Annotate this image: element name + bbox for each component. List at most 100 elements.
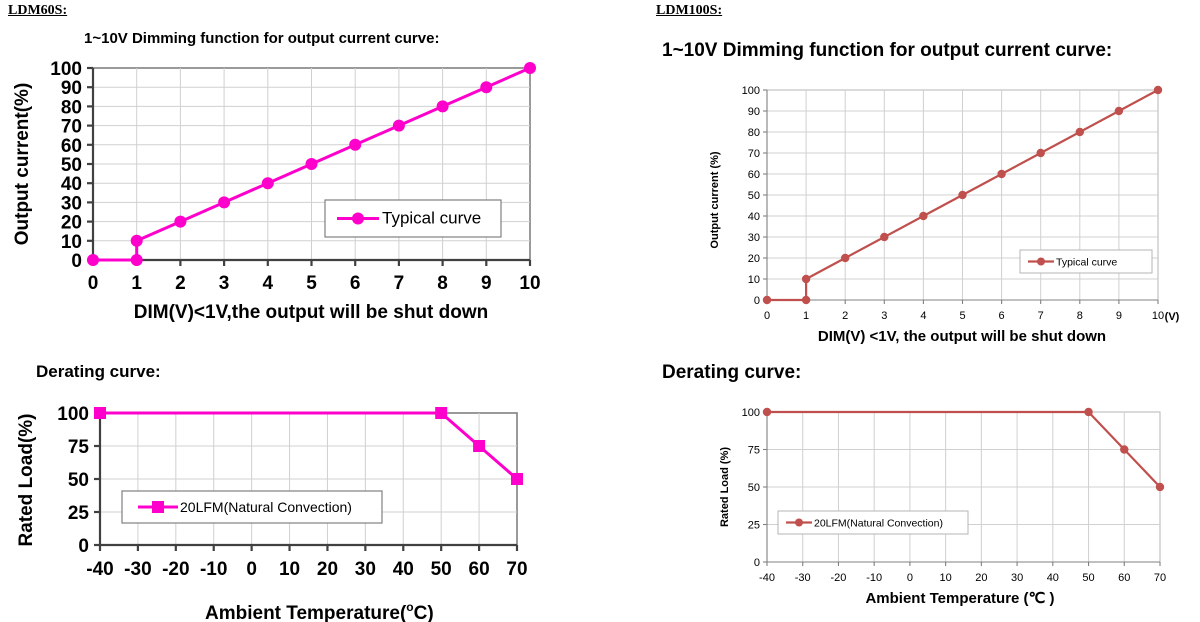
right-dimming-title: 1~10V Dimming function for output curren…: [662, 40, 1113, 61]
data-marker: [1036, 148, 1045, 158]
left-derating-chart: 0 25 50 75 100 -40 -30 -20 -10 0 10 20 30 40 50 60 70 20L…: [16, 404, 528, 622]
legend-label: Typical curve: [382, 209, 481, 228]
data-marker: [392, 119, 405, 132]
x-axis-tick-label: 40: [393, 559, 414, 580]
model-label-ldm60s: LDM60S:: [8, 3, 68, 18]
y-axis-title: Output current(%): [12, 83, 33, 246]
x-axis-tick-label: 0: [907, 572, 913, 584]
x-axis-tick-label: 2: [842, 310, 848, 322]
y-axis-tick-label: 20: [61, 213, 82, 234]
data-line: [765, 410, 1162, 489]
y-axis-tick-label: 40: [748, 211, 760, 223]
x-axis-title: DIM(V)<1V,the output will be shut down: [134, 302, 489, 323]
panel-ldm60s: LDM60S: 1~10V Dimming function for outpu…: [8, 3, 541, 622]
x-axis-tick-label: 0: [88, 273, 99, 294]
data-marker: [511, 473, 523, 485]
y-axis-tick-label: 40: [61, 174, 82, 195]
y-axis-tick-label: 50: [68, 470, 89, 491]
y-axis-title: Rated Load(%): [16, 414, 37, 547]
x-axis-tick-label: 10: [519, 273, 540, 294]
legend-label: 20LFM(Natural Convection): [814, 518, 943, 530]
data-marker: [473, 440, 486, 452]
y-axis-tick-label: 80: [748, 127, 760, 139]
x-axis-tick-label: -40: [759, 572, 775, 584]
data-marker: [130, 234, 143, 247]
x-axis-title: Ambient Temperature (℃ ): [865, 590, 1054, 607]
data-marker: [880, 232, 889, 242]
data-marker: [997, 169, 1006, 179]
x-axis-tick-label: -10: [866, 572, 882, 584]
x-axis-tick-label: 50: [1082, 572, 1094, 584]
data-marker: [801, 274, 811, 284]
x-axis-unit-label: (V): [1165, 311, 1180, 323]
legend-box: [1019, 249, 1153, 274]
x-axis-tick-label: 9: [481, 273, 492, 294]
x-axis-tick-label: -30: [795, 572, 811, 584]
data-marker: [261, 177, 274, 190]
data-marker: [130, 254, 143, 266]
chart-legend: 20LFM(Natural Convection): [777, 510, 969, 535]
x-axis-title-degree: o: [406, 600, 413, 614]
x-axis-title-unit: C): [414, 603, 434, 622]
chart-legend: Typical curve: [324, 199, 502, 238]
x-axis-tick-label: 10: [940, 572, 952, 584]
data-marker: [218, 196, 231, 209]
x-axis-tick-label: 8: [1077, 310, 1083, 322]
x-axis-tick-label: 0: [246, 559, 257, 580]
y-axis-tick-label: 100: [50, 59, 82, 80]
y-axis-tick-label: 70: [748, 148, 760, 160]
left-dimming-title: 1~10V Dimming function for output curren…: [84, 30, 440, 47]
y-axis-tick-label: 100: [742, 407, 760, 419]
chart-legend: 20LFM(Natural Convection): [121, 490, 383, 524]
y-axis-tick-label: 0: [78, 536, 89, 557]
x-axis-tick-label: 6: [999, 310, 1005, 322]
legend-box: [777, 510, 969, 535]
x-axis-tick-label: 30: [355, 559, 376, 580]
x-axis-tick-label: -30: [124, 559, 151, 580]
data-marker: [480, 81, 493, 94]
y-axis-tick-label: 25: [748, 520, 760, 532]
data-marker: [1084, 407, 1093, 417]
data-marker: [1075, 127, 1084, 137]
data-marker: [841, 253, 850, 263]
x-axis-tick-label: -10: [200, 559, 227, 580]
y-axis-title: Output current (%): [709, 151, 721, 248]
x-axis-tick-label: 2: [175, 273, 186, 294]
x-axis-tick-label: 5: [959, 310, 965, 322]
data-marker: [94, 407, 106, 419]
y-axis-tick-label: 60: [61, 136, 82, 157]
x-axis-tick-label: 7: [1038, 310, 1044, 322]
data-marker: [1114, 106, 1124, 116]
x-axis-tick-label: 10: [279, 559, 300, 580]
y-axis-tick-label: 10: [748, 274, 760, 286]
legend-label: 20LFM(Natural Convection): [180, 499, 352, 515]
x-axis-title: DIM(V) <1V, the output will be shut down: [818, 328, 1106, 345]
y-axis-title: Rated Load (%): [719, 447, 731, 527]
y-axis-tick-label: 90: [61, 78, 82, 99]
x-axis-tick-label: -20: [162, 559, 189, 580]
right-derating-title: Derating curve:: [662, 362, 802, 383]
y-axis-tick-label: 0: [754, 295, 760, 307]
x-axis-tick-label: 10: [1152, 310, 1164, 322]
data-marker: [958, 190, 967, 200]
data-marker: [801, 295, 811, 305]
data-marker: [436, 100, 449, 113]
x-axis-tick-label: 1: [803, 310, 809, 322]
right-derating-chart: 0 25 50 75 100 -40 -30 -20 -10 0 10 20 30 40 50 60 70 20L…: [719, 407, 1166, 607]
x-axis-tick-label: 3: [219, 273, 230, 294]
x-axis-tick-label: 70: [1154, 572, 1166, 584]
legend-marker-swatch: [152, 501, 164, 513]
x-axis-tick-label: 20: [975, 572, 987, 584]
right-dimming-chart: 0 10 20 30 40 50 60 70 80 90 100 0 1 2 3 4 5 6 7 8 9 10 Typica…: [709, 85, 1180, 345]
y-axis-tick-label: 0: [754, 557, 760, 569]
data-marker: [1120, 445, 1129, 454]
data-marker: [174, 215, 187, 228]
y-axis-tick-label: 30: [61, 193, 82, 214]
y-axis-tick-label: 50: [61, 155, 82, 176]
y-axis-tick-label: 90: [748, 106, 760, 118]
y-axis-tick-label: 25: [68, 503, 90, 524]
data-marker: [435, 407, 448, 419]
x-axis-tick-label: 4: [263, 273, 274, 294]
left-derating-title: Derating curve:: [36, 362, 161, 381]
